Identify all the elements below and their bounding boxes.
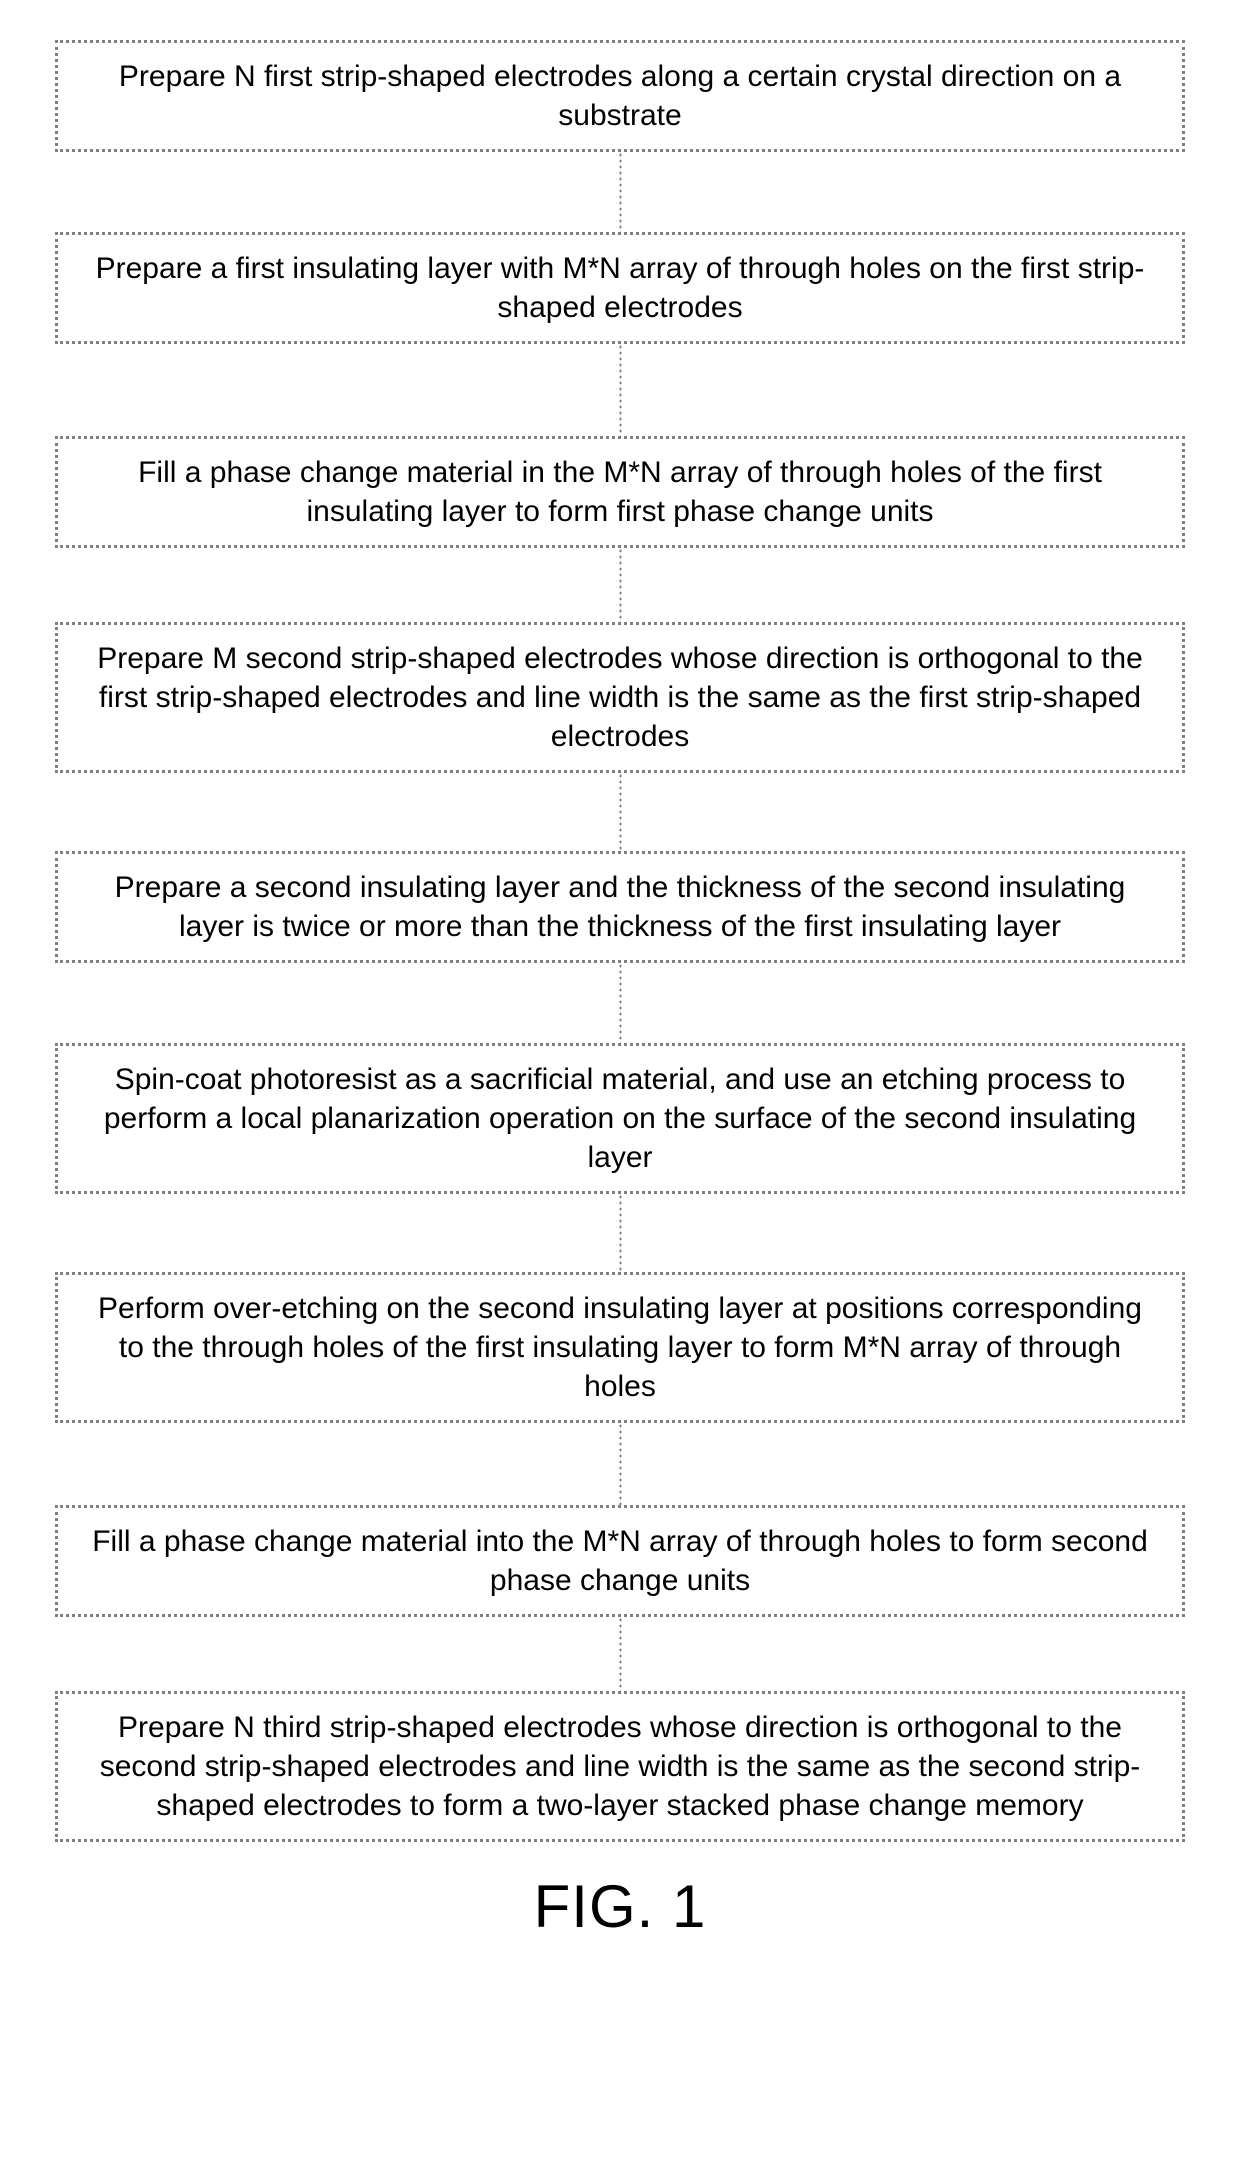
flow-step-text: Perform over-etching on the second insul… bbox=[98, 1292, 1142, 1403]
flow-step-text: Prepare N first strip-shaped electrodes … bbox=[119, 60, 1121, 132]
flow-connector bbox=[619, 963, 622, 1043]
flow-step-text: Spin-coat photoresist as a sacrificial m… bbox=[104, 1063, 1136, 1174]
flow-connector bbox=[619, 773, 622, 851]
flow-step-7: Perform over-etching on the second insul… bbox=[55, 1272, 1185, 1423]
flow-connector bbox=[619, 1423, 622, 1505]
flow-step-text: Prepare M second strip-shaped electrodes… bbox=[97, 642, 1143, 753]
flow-connector bbox=[619, 548, 622, 622]
figure-label: FIG. 1 bbox=[534, 1872, 707, 1941]
flow-step-text: Prepare N third strip-shaped electrodes … bbox=[100, 1711, 1141, 1822]
flow-connector bbox=[619, 1194, 622, 1272]
flow-connector bbox=[619, 152, 622, 232]
flow-step-2: Prepare a first insulating layer with M*… bbox=[55, 232, 1185, 344]
flow-step-text: Fill a phase change material in the M*N … bbox=[138, 456, 1102, 528]
flow-step-1: Prepare N first strip-shaped electrodes … bbox=[55, 40, 1185, 152]
flow-step-4: Prepare M second strip-shaped electrodes… bbox=[55, 622, 1185, 773]
flow-step-9: Prepare N third strip-shaped electrodes … bbox=[55, 1691, 1185, 1842]
flow-step-text: Fill a phase change material into the M*… bbox=[92, 1525, 1148, 1597]
flow-step-text: Prepare a first insulating layer with M*… bbox=[96, 252, 1145, 324]
flow-connector bbox=[619, 1617, 622, 1691]
flow-step-3: Fill a phase change material in the M*N … bbox=[55, 436, 1185, 548]
flow-step-6: Spin-coat photoresist as a sacrificial m… bbox=[55, 1043, 1185, 1194]
flow-connector bbox=[619, 344, 622, 436]
flow-step-text: Prepare a second insulating layer and th… bbox=[115, 871, 1126, 943]
flow-step-5: Prepare a second insulating layer and th… bbox=[55, 851, 1185, 963]
flow-step-8: Fill a phase change material into the M*… bbox=[55, 1505, 1185, 1617]
